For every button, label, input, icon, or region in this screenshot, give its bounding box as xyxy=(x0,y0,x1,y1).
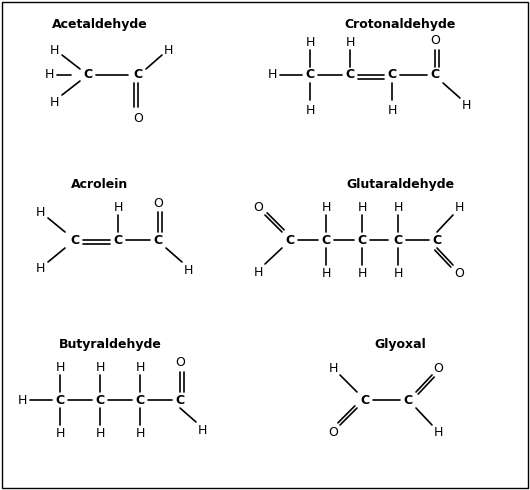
Text: H: H xyxy=(357,267,367,279)
Text: C: C xyxy=(430,69,439,81)
Text: H: H xyxy=(17,393,26,407)
Text: Glutaraldehyde: Glutaraldehyde xyxy=(346,178,454,191)
Text: C: C xyxy=(346,69,355,81)
Text: O: O xyxy=(175,356,185,368)
Text: C: C xyxy=(387,69,396,81)
Text: H: H xyxy=(36,205,45,219)
Text: H: H xyxy=(95,361,105,373)
Text: H: H xyxy=(321,200,331,214)
Text: C: C xyxy=(175,393,184,407)
Text: C: C xyxy=(360,393,369,407)
Text: H: H xyxy=(55,361,65,373)
Text: H: H xyxy=(454,200,464,214)
Text: O: O xyxy=(153,196,163,210)
Text: H: H xyxy=(393,267,403,279)
Text: C: C xyxy=(403,393,412,407)
Text: H: H xyxy=(135,361,145,373)
Text: H: H xyxy=(387,103,396,117)
Text: C: C xyxy=(154,234,163,246)
Text: H: H xyxy=(49,44,59,56)
Text: Acrolein: Acrolein xyxy=(72,178,129,191)
Text: C: C xyxy=(432,234,441,246)
Text: H: H xyxy=(253,266,263,278)
Text: H: H xyxy=(95,426,105,440)
Text: H: H xyxy=(461,98,471,112)
Text: C: C xyxy=(305,69,315,81)
Text: H: H xyxy=(357,200,367,214)
Text: O: O xyxy=(328,425,338,439)
Text: C: C xyxy=(56,393,65,407)
Text: H: H xyxy=(328,362,338,374)
Text: Crotonaldehyde: Crotonaldehyde xyxy=(344,18,456,31)
Text: C: C xyxy=(113,234,122,246)
Text: O: O xyxy=(133,112,143,124)
Text: H: H xyxy=(434,425,443,439)
Text: H: H xyxy=(183,264,193,276)
Text: C: C xyxy=(95,393,104,407)
Text: H: H xyxy=(321,267,331,279)
Text: C: C xyxy=(70,234,80,246)
Text: H: H xyxy=(163,44,173,56)
Text: O: O xyxy=(253,200,263,214)
Text: H: H xyxy=(55,426,65,440)
Text: O: O xyxy=(433,362,443,374)
Text: C: C xyxy=(357,234,367,246)
Text: H: H xyxy=(135,426,145,440)
Text: O: O xyxy=(430,33,440,47)
Text: C: C xyxy=(83,69,93,81)
Text: H: H xyxy=(113,200,122,214)
Text: H: H xyxy=(305,103,315,117)
Text: H: H xyxy=(393,200,403,214)
Text: H: H xyxy=(45,69,54,81)
Text: Acetaldehyde: Acetaldehyde xyxy=(52,18,148,31)
Text: H: H xyxy=(49,96,59,108)
Text: C: C xyxy=(286,234,295,246)
Text: Glyoxal: Glyoxal xyxy=(374,338,426,351)
Text: H: H xyxy=(36,262,45,274)
Text: C: C xyxy=(136,393,145,407)
Text: C: C xyxy=(134,69,143,81)
Text: H: H xyxy=(305,35,315,49)
Text: O: O xyxy=(454,267,464,279)
Text: C: C xyxy=(393,234,403,246)
Text: Butyraldehyde: Butyraldehyde xyxy=(58,338,162,351)
Text: H: H xyxy=(267,69,277,81)
Text: H: H xyxy=(197,423,207,437)
Text: C: C xyxy=(321,234,331,246)
Text: H: H xyxy=(346,35,355,49)
